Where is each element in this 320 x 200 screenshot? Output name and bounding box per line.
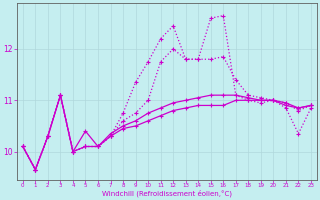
X-axis label: Windchill (Refroidissement éolien,°C): Windchill (Refroidissement éolien,°C) — [102, 190, 232, 197]
